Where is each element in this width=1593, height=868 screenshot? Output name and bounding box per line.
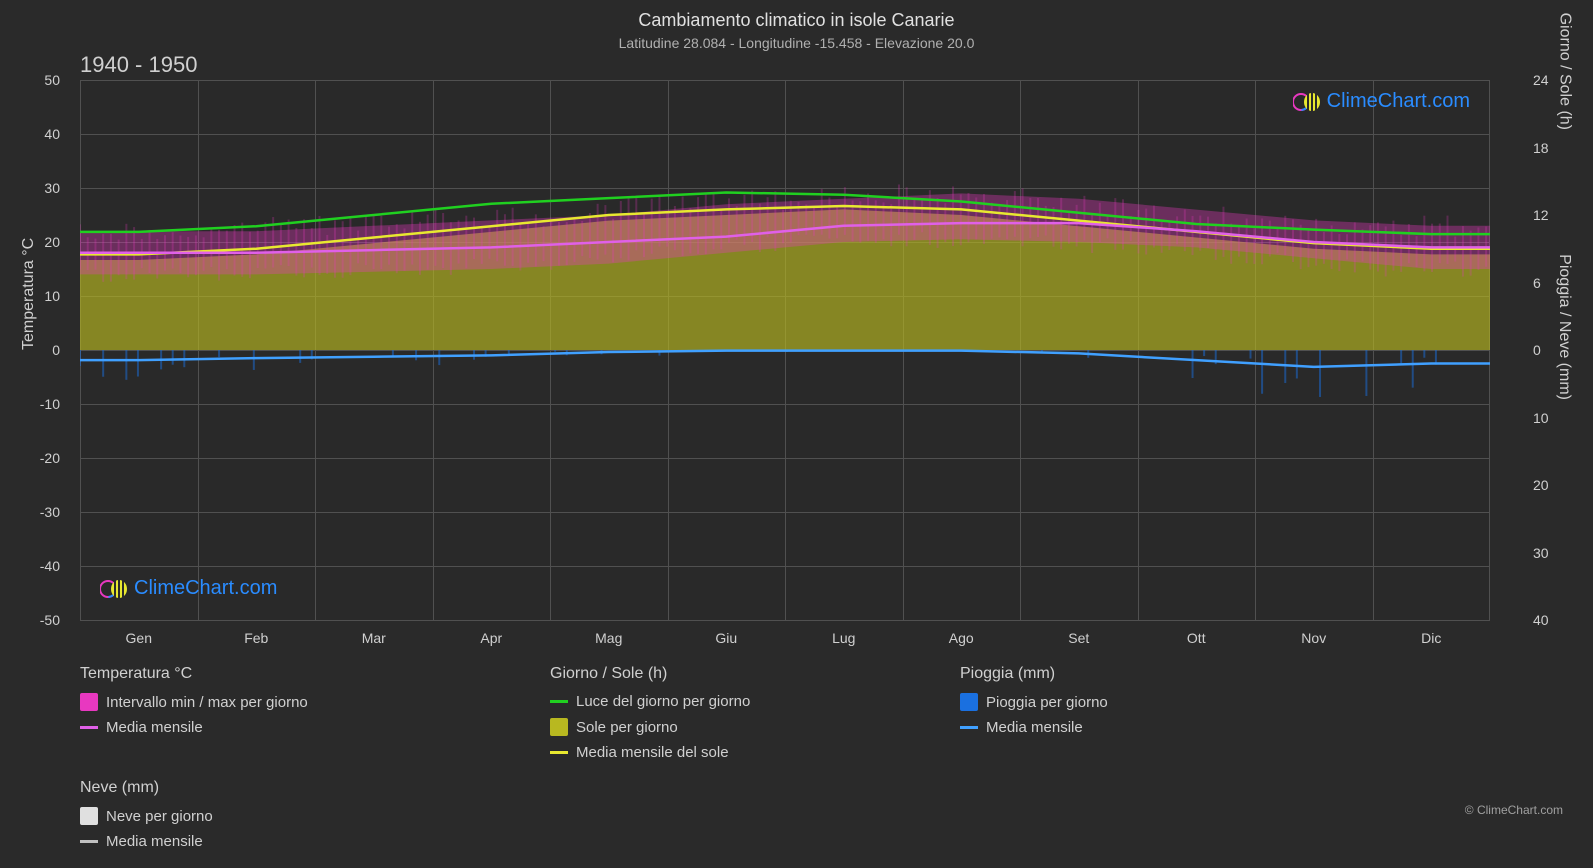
x-tick: Set xyxy=(1068,630,1089,646)
rain-mean-line xyxy=(80,351,1490,367)
y-tick-left: -50 xyxy=(0,612,60,628)
legend-swatch xyxy=(80,807,98,825)
x-tick: Ago xyxy=(949,630,974,646)
legend-label: Neve per giorno xyxy=(106,808,213,825)
legend-item: Media mensile xyxy=(960,719,1250,736)
y-tick-right: 24 xyxy=(1533,72,1593,88)
x-axis: Gen Feb Mar Apr Mag Giu Lug Ago Set Ott Nov Dic xyxy=(80,625,1490,655)
y-tick-left: 0 xyxy=(0,342,60,358)
copyright: © ClimeChart.com xyxy=(1465,803,1563,817)
legend-item: Pioggia per giorno xyxy=(960,693,1250,711)
legend-item: Sole per giorno xyxy=(550,718,920,736)
logo-bottom-left: ClimeChart.com xyxy=(100,577,277,600)
legend-label: Pioggia per giorno xyxy=(986,694,1108,711)
x-tick: Giu xyxy=(715,630,737,646)
legend-group: Neve (mm) Neve per giorno Media mensile xyxy=(80,779,340,858)
y-tick-right: 40 xyxy=(1533,612,1593,628)
logo-icon xyxy=(100,578,128,600)
x-tick: Ott xyxy=(1187,630,1206,646)
y-tick-right: 10 xyxy=(1533,410,1593,426)
legend-item: Neve per giorno xyxy=(80,807,340,825)
chart-container: Cambiamento climatico in isole Canarie L… xyxy=(0,0,1593,825)
logo-text: ClimeChart.com xyxy=(1327,90,1470,113)
legend-group: Pioggia (mm) Pioggia per giorno Media mens… xyxy=(960,665,1250,769)
legend-item: Media mensile xyxy=(80,833,340,850)
x-tick: Dic xyxy=(1421,630,1441,646)
y-tick-left: 40 xyxy=(0,126,60,142)
legend-label: Sole per giorno xyxy=(576,719,678,736)
y-tick-right: 30 xyxy=(1533,545,1593,561)
chart-subtitle: Latitudine 28.084 - Longitudine -15.458 … xyxy=(0,31,1593,51)
legend-swatch xyxy=(80,726,98,729)
grid-line xyxy=(80,620,1490,621)
y-tick-right: 20 xyxy=(1533,477,1593,493)
logo-icon xyxy=(1293,91,1321,113)
legend-swatch xyxy=(960,726,978,729)
y-tick-left: 20 xyxy=(0,234,60,250)
legend-swatch xyxy=(80,840,98,843)
legend-swatch xyxy=(960,693,978,711)
x-tick: Nov xyxy=(1301,630,1326,646)
legend-label: Media mensile xyxy=(986,719,1083,736)
y-tick-right: 0 xyxy=(1533,342,1593,358)
y-tick-left: -30 xyxy=(0,504,60,520)
legend-item: Media mensile xyxy=(80,719,510,736)
chart-title: Cambiamento climatico in isole Canarie xyxy=(0,0,1593,31)
legend-label: Media mensile del sole xyxy=(576,744,729,761)
x-tick: Mag xyxy=(595,630,622,646)
legend-label: Intervallo min / max per giorno xyxy=(106,694,308,711)
y-tick-left: 10 xyxy=(0,288,60,304)
legend-title: Giorno / Sole (h) xyxy=(550,665,920,683)
x-tick: Apr xyxy=(480,630,502,646)
chart-svg xyxy=(80,80,1490,620)
legend-group: Temperatura °C Intervallo min / max per g… xyxy=(80,665,510,769)
legend-swatch xyxy=(80,693,98,711)
y-tick-left: -20 xyxy=(0,450,60,466)
x-tick: Gen xyxy=(126,630,152,646)
legend-title: Neve (mm) xyxy=(80,779,340,797)
legend-title: Temperatura °C xyxy=(80,665,510,683)
y-axis-right: 0612182410203040 xyxy=(1518,80,1593,620)
y-tick-right: 6 xyxy=(1533,275,1593,291)
y-tick-right: 12 xyxy=(1533,207,1593,223)
y-axis-left: -50-40-30-20-1001020304050 xyxy=(0,80,75,620)
legend-item: Media mensile del sole xyxy=(550,744,920,761)
logo-text: ClimeChart.com xyxy=(134,577,277,600)
legend-group: Giorno / Sole (h) Luce del giorno per gio… xyxy=(550,665,920,769)
legend-swatch xyxy=(550,718,568,736)
y-tick-right: 18 xyxy=(1533,140,1593,156)
x-tick: Mar xyxy=(362,630,386,646)
x-tick: Feb xyxy=(244,630,268,646)
y-tick-left: 30 xyxy=(0,180,60,196)
legend-item: Intervallo min / max per giorno xyxy=(80,693,510,711)
logo-top-right: ClimeChart.com xyxy=(1293,90,1470,113)
x-tick: Lug xyxy=(832,630,855,646)
plot-area: ClimeChart.com ClimeChart.com xyxy=(80,80,1490,620)
legend-swatch xyxy=(550,751,568,754)
y-tick-left: -40 xyxy=(0,558,60,574)
era-label: 1940 - 1950 xyxy=(80,52,197,78)
legend-title: Pioggia (mm) xyxy=(960,665,1250,683)
y-tick-left: 50 xyxy=(0,72,60,88)
legend-swatch xyxy=(550,700,568,703)
legend-label: Luce del giorno per giorno xyxy=(576,693,750,710)
y-tick-left: -10 xyxy=(0,396,60,412)
legend-label: Media mensile xyxy=(106,833,203,850)
legend: Temperatura °C Intervallo min / max per g… xyxy=(80,665,1510,868)
legend-item: Luce del giorno per giorno xyxy=(550,693,920,710)
legend-label: Media mensile xyxy=(106,719,203,736)
